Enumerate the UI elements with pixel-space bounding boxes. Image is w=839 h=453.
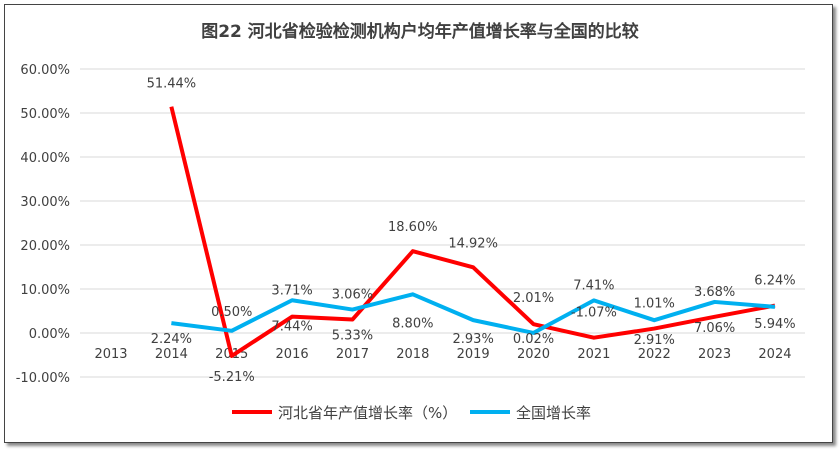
x-tick-label: 2014 — [155, 347, 188, 362]
data-label: 8.80% — [392, 316, 433, 331]
x-tick-label: 2021 — [577, 347, 610, 362]
y-tick-label: 50.00% — [20, 107, 70, 122]
data-label: 2.91% — [634, 333, 675, 348]
chart-title: 图22 河北省检验检测机构户均年产值增长率与全国的比较 — [201, 21, 639, 42]
data-label: -1.07% — [571, 306, 617, 321]
data-label: -5.21% — [209, 370, 255, 385]
x-tick-label: 2022 — [638, 347, 671, 362]
data-label: 3.71% — [271, 284, 312, 299]
data-label: 6.24% — [754, 274, 795, 289]
data-label: 0.50% — [211, 305, 252, 320]
series-line-0 — [169, 106, 776, 358]
x-tick-label: 2018 — [396, 347, 429, 362]
data-label: 3.68% — [694, 285, 735, 300]
legend-label: 全国增长率 — [516, 404, 591, 422]
data-label: 7.44% — [271, 319, 312, 334]
x-tick-label: 2019 — [457, 347, 490, 362]
data-label: 7.41% — [573, 278, 614, 293]
y-tick-label: 20.00% — [20, 239, 70, 254]
y-tick-label: 10.00% — [20, 283, 70, 298]
data-label: 2.24% — [151, 332, 192, 347]
data-label: 7.06% — [694, 321, 735, 336]
data-label: 2.93% — [453, 332, 494, 347]
series-line-1 — [171, 292, 776, 335]
data-label: 2.01% — [513, 291, 554, 306]
data-label: 5.94% — [754, 317, 795, 332]
y-tick-label: 40.00% — [20, 151, 70, 166]
legend-label: 河北省年产值增长率（%） — [278, 404, 457, 422]
data-label: 18.60% — [388, 220, 438, 235]
x-tick-label: 2020 — [517, 347, 550, 362]
x-tick-label: 2023 — [698, 347, 731, 362]
y-tick-label: 60.00% — [20, 63, 70, 78]
x-tick-label: 2017 — [336, 347, 369, 362]
y-tick-label: 30.00% — [20, 195, 70, 210]
data-label: 51.44% — [147, 77, 197, 92]
data-label: 14.92% — [448, 236, 498, 251]
y-tick-label: -10.00% — [16, 371, 70, 386]
data-label: 3.06% — [332, 288, 373, 303]
data-label: 5.33% — [332, 329, 373, 344]
data-label: 1.01% — [634, 297, 675, 312]
y-tick-label: 0.00% — [29, 327, 70, 342]
x-tick-label: 2016 — [276, 347, 309, 362]
x-tick-label: 2024 — [758, 347, 791, 362]
data-label: 0.02% — [513, 332, 554, 347]
chart-frame — [4, 4, 833, 443]
x-tick-label: 2013 — [94, 347, 127, 362]
